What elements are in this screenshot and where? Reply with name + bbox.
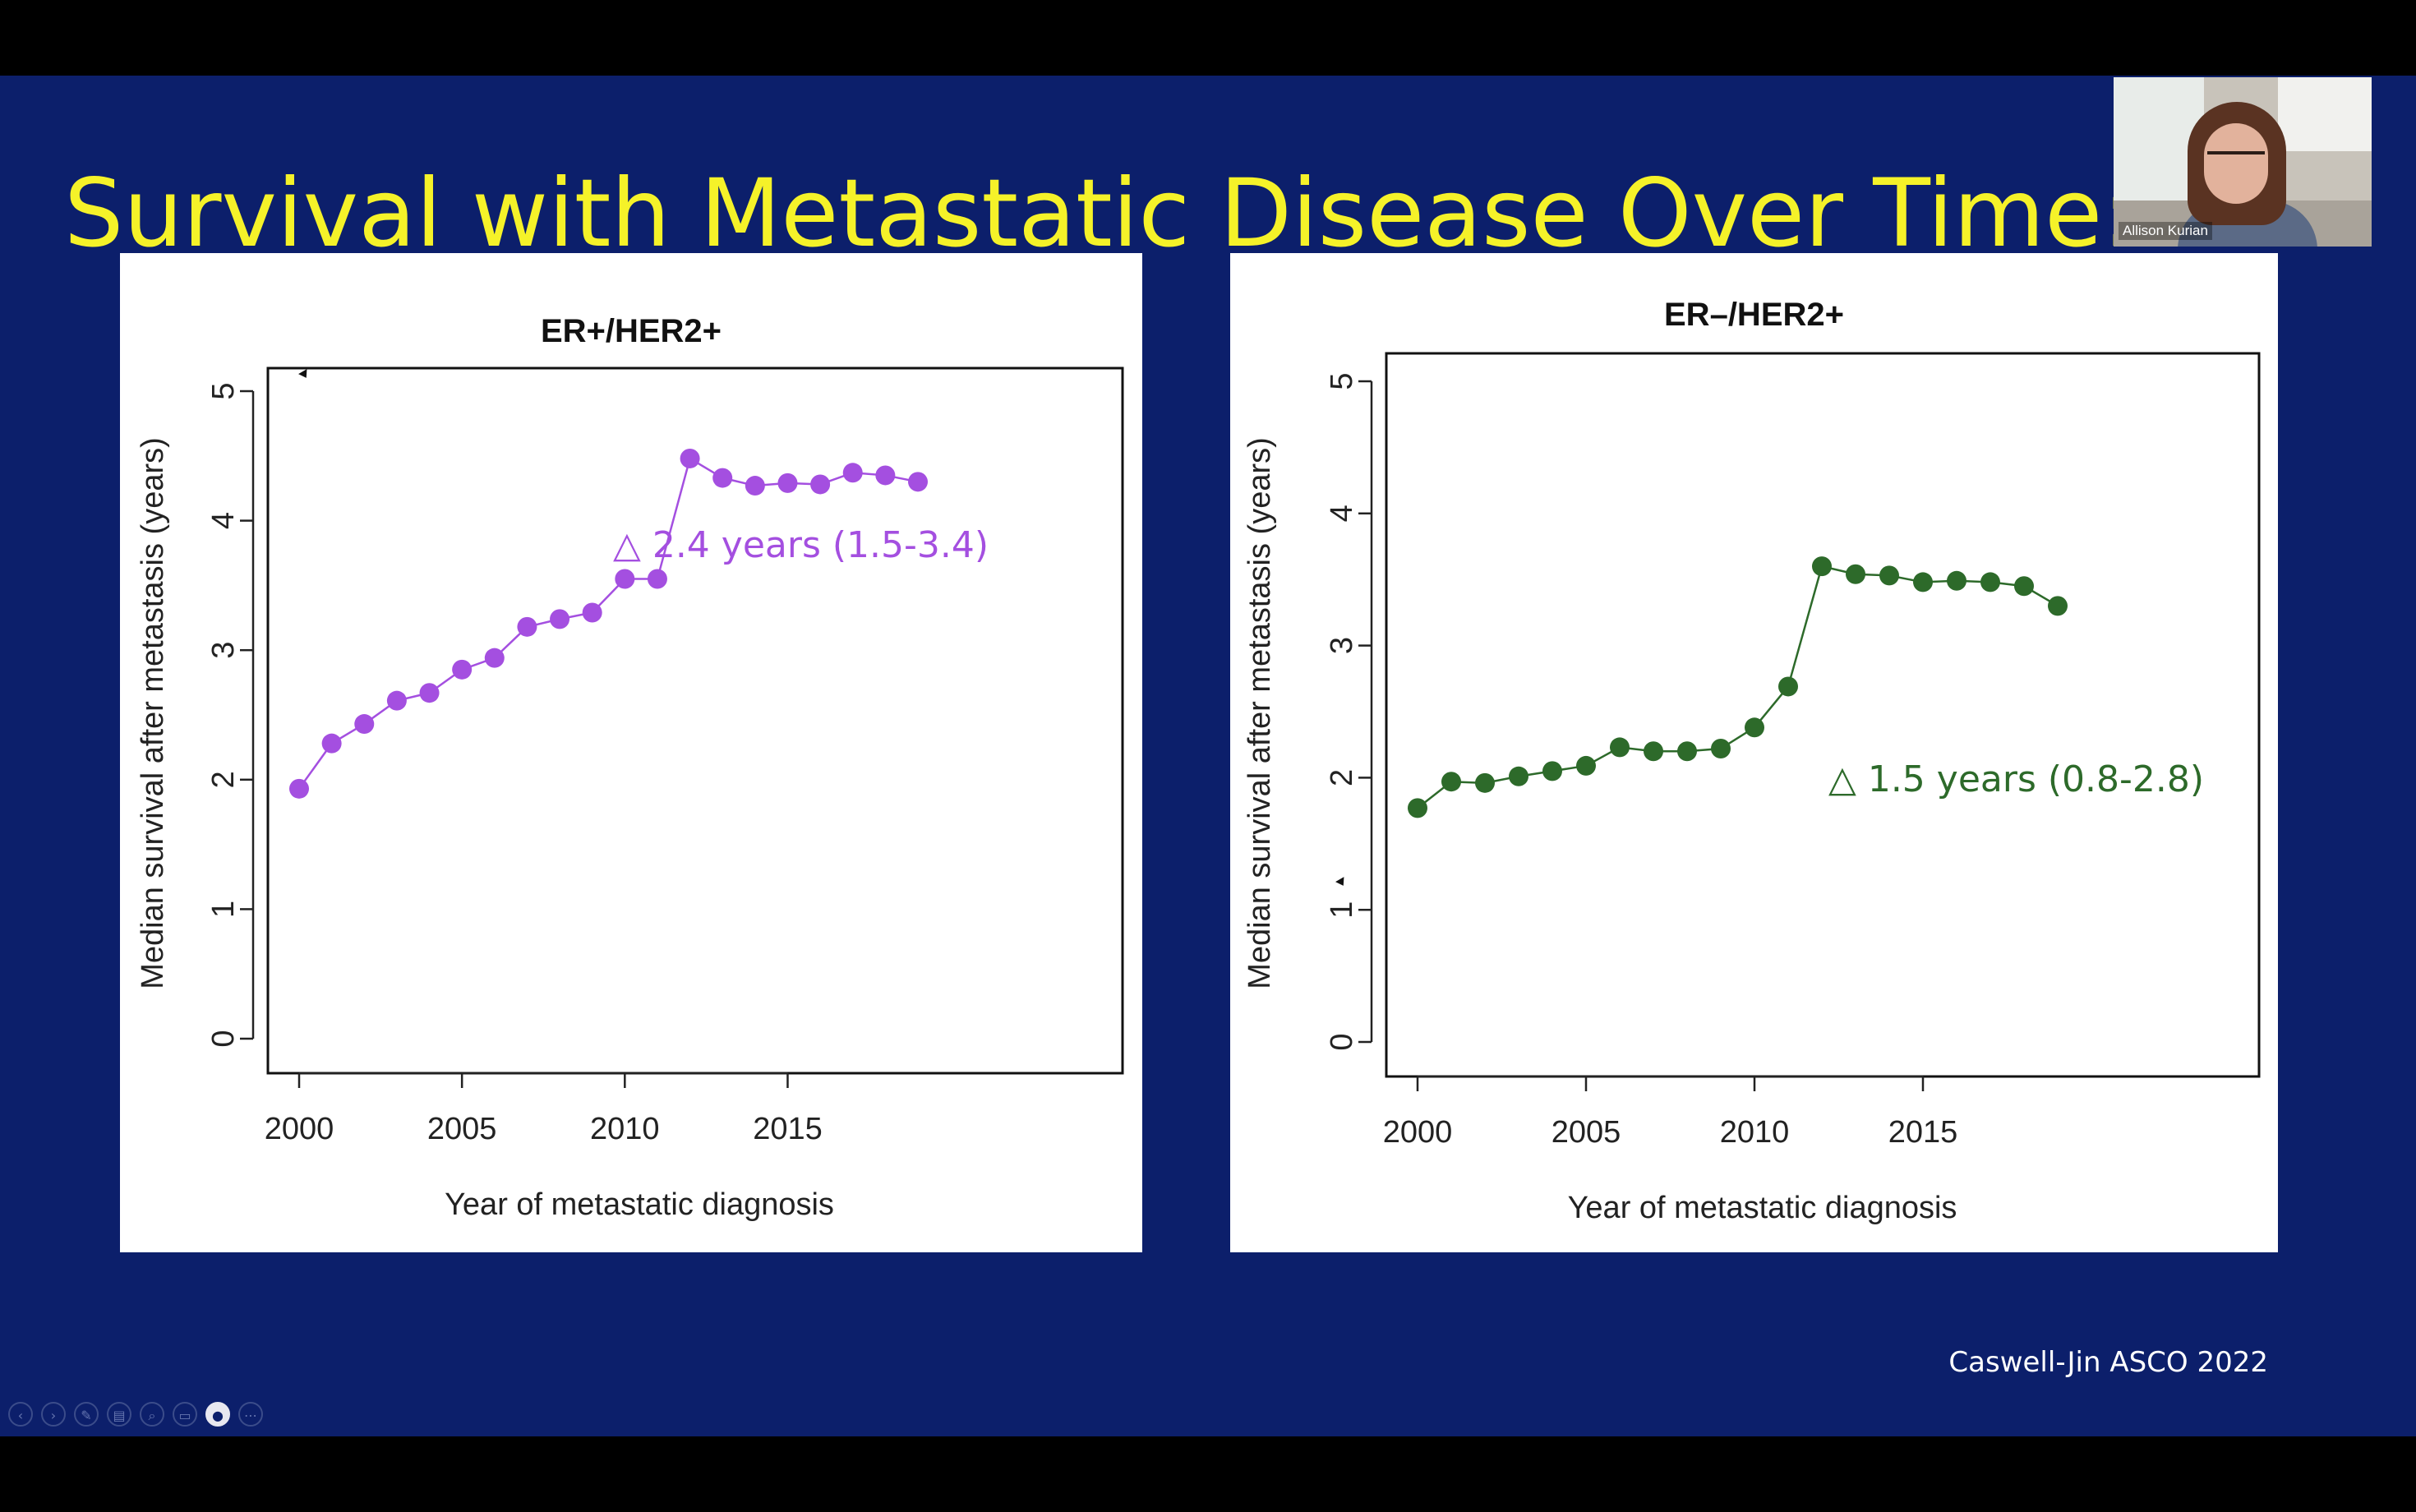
data-point	[1509, 766, 1528, 786]
data-point	[1677, 741, 1697, 762]
slideshow-controls: ‹ › ✎ ▤ ⌕ ▭ ● ⋯	[8, 1402, 263, 1430]
y-tick-label: 4	[206, 512, 241, 529]
data-point	[321, 733, 342, 754]
data-point	[2014, 576, 2034, 597]
x-tick-label: 2000	[265, 1112, 334, 1146]
data-point	[1644, 741, 1663, 762]
pen-icon[interactable]: ✎	[74, 1402, 99, 1427]
prev-icon[interactable]: ‹	[8, 1402, 33, 1427]
delta-annotation: △ 1.5 years (0.8-2.8)	[1828, 758, 2204, 800]
data-point	[712, 468, 733, 488]
data-point	[875, 465, 896, 486]
y-tick-label: 3	[1325, 637, 1359, 654]
data-point	[615, 569, 635, 589]
zoom-icon[interactable]: ⌕	[140, 1402, 164, 1427]
data-point	[289, 778, 309, 799]
data-point	[745, 476, 765, 496]
y-tick-label: 2	[206, 771, 241, 788]
x-tick-label: 2015	[1888, 1115, 1958, 1150]
data-point	[680, 448, 700, 468]
data-point	[2048, 596, 2068, 616]
data-point	[517, 616, 537, 637]
plot-frame	[1385, 352, 2261, 1078]
x-axis-label: Year of metastatic diagnosis	[1568, 1191, 1957, 1225]
data-point	[1441, 772, 1461, 792]
x-tick-label: 2005	[1551, 1115, 1621, 1150]
data-point	[810, 474, 831, 495]
more-icon[interactable]: ⋯	[238, 1402, 263, 1427]
slides-icon[interactable]: ▤	[107, 1402, 131, 1427]
data-point	[1846, 564, 1865, 584]
y-tick-label: 5	[206, 382, 241, 399]
data-point	[1879, 565, 1899, 586]
data-point	[1542, 761, 1562, 781]
series-line	[297, 457, 919, 790]
x-tick-label: 2010	[590, 1112, 660, 1146]
data-point	[1812, 556, 1832, 577]
chart-er-neg-her2-pos: ER–/HER2+ 0 1 2 3 4 5 2000 2005 2010 2015 Year of m…	[1243, 297, 2261, 1225]
chart-title: ER+/HER2+	[541, 313, 722, 349]
webcam-video: Allison Kurian	[2114, 77, 2372, 247]
chart-panel-er-neg: ER–/HER2+ 0 1 2 3 4 5 2000 2005 2010 2015 Year of m…	[1230, 253, 2278, 1252]
y-tick-label: 2	[1325, 769, 1359, 786]
x-tick-label: 2010	[1720, 1115, 1790, 1150]
x-axis-label: Year of metastatic diagnosis	[445, 1187, 834, 1222]
y-tick-label: 0	[206, 1030, 241, 1047]
y-tick-label: 0	[1325, 1033, 1359, 1050]
data-point	[1576, 755, 1596, 776]
y-tick-label: 4	[1325, 505, 1359, 522]
next-icon[interactable]: ›	[41, 1402, 66, 1427]
x-tick-label: 2015	[753, 1112, 823, 1146]
y-tick-label: 3	[206, 642, 241, 659]
delta-annotation: △ 2.4 years (1.5-3.4)	[613, 524, 989, 566]
x-tick-label: 2005	[427, 1112, 497, 1146]
y-axis-label: Median survival after metastasis (years)	[136, 437, 170, 989]
y-axis-label: Median survival after metastasis (years)	[1243, 437, 1277, 989]
chart-panel-er-pos: ER+/HER2+ 0 1 2 3 4 5 2000 2005 2010 2015 Year of m…	[120, 253, 1142, 1252]
chart-er-pos-her2-pos: ER+/HER2+ 0 1 2 3 4 5 2000 2005 2010 2015 Year of m…	[136, 313, 1124, 1222]
y-tick-label: 1	[1325, 901, 1359, 919]
presenter-glasses	[2207, 151, 2265, 169]
data-point	[908, 472, 928, 492]
data-point	[550, 609, 570, 629]
x-tick-label: 2000	[1383, 1115, 1453, 1150]
chart-title: ER–/HER2+	[1664, 297, 1844, 333]
data-point	[419, 683, 440, 703]
data-point	[647, 569, 667, 589]
data-point	[1711, 739, 1731, 759]
data-point	[1745, 717, 1764, 738]
presenter-face	[2204, 123, 2268, 204]
camera-icon[interactable]: ●	[205, 1402, 230, 1427]
data-point	[1913, 572, 1933, 592]
data-point	[386, 690, 407, 711]
data-point	[1778, 676, 1798, 697]
plot-frame	[266, 366, 1124, 1075]
data-point	[1947, 570, 1966, 591]
y-tick-label: 5	[1325, 372, 1359, 390]
subtitles-icon[interactable]: ▭	[173, 1402, 197, 1427]
data-point	[1980, 572, 2000, 592]
data-point	[582, 602, 602, 623]
data-point	[842, 463, 863, 483]
data-point	[452, 659, 473, 680]
data-point	[1610, 737, 1630, 758]
data-point	[1408, 798, 1427, 818]
data-point	[1475, 772, 1495, 793]
y-tick-label: 1	[206, 901, 241, 918]
citation: Caswell-Jin ASCO 2022	[1948, 1346, 2268, 1379]
data-point	[354, 714, 375, 735]
data-point	[484, 648, 505, 668]
slide-title: Survival with Metastatic Disease Over Ti…	[64, 159, 2119, 268]
webcam-window-background-2	[2278, 77, 2372, 151]
webcam-name-label: Allison Kurian	[2119, 222, 2212, 240]
data-point	[777, 472, 798, 493]
